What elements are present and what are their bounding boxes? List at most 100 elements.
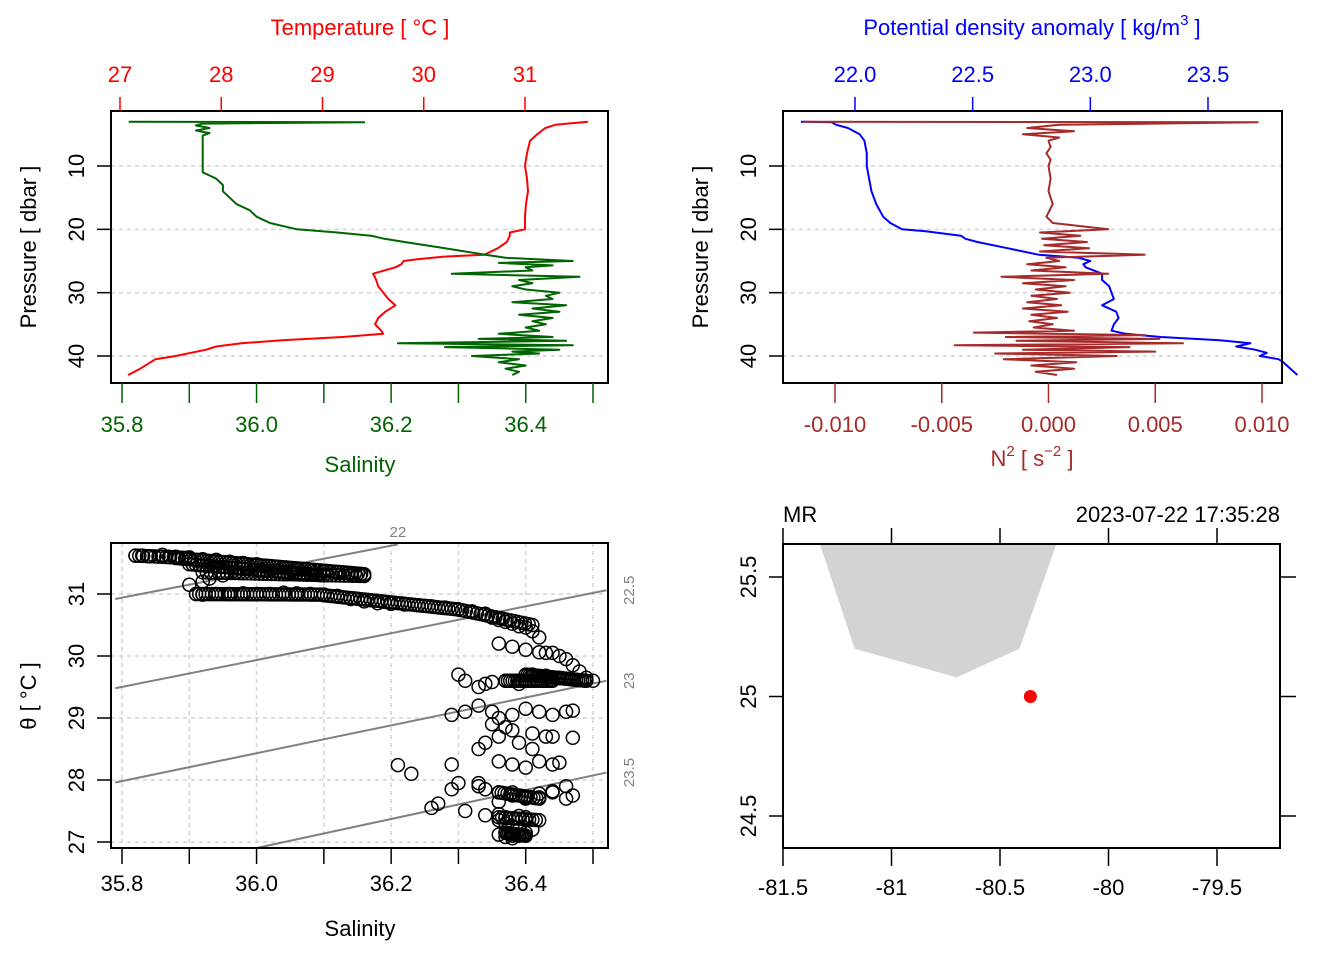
- ts-point: [505, 757, 520, 772]
- ts-point: [545, 673, 560, 689]
- ts-point: [324, 568, 340, 583]
- ts-point: [139, 548, 155, 564]
- ts-point: [444, 782, 459, 797]
- p3-x-tick-label: 35.8: [101, 871, 144, 896]
- ts-point: [356, 568, 372, 584]
- p2-series-potential-density-anomaly: [800, 120, 1299, 376]
- p2-y-tick-label: 20: [736, 217, 761, 241]
- ts-point: [243, 566, 259, 581]
- p4-axes: -81.5 -81 -80.5 -80 -79.5 24.5 25 25.5: [736, 528, 1296, 900]
- p4-x-tick-label: -80: [1093, 875, 1125, 900]
- map-title-right: 2023-07-22 17:35:28: [1076, 502, 1280, 527]
- ts-point: [491, 729, 507, 744]
- ts-point: [545, 645, 560, 661]
- ts-point: [348, 568, 364, 584]
- p4-content: [819, 544, 1057, 703]
- ts-point: [565, 703, 581, 718]
- ts-point: [316, 567, 332, 583]
- p2-bottom-tick-label: 0.010: [1234, 412, 1289, 437]
- p3-frame: [110, 542, 609, 849]
- ts-point: [260, 566, 275, 582]
- p3-axes: 35.8 36.0 36.2 36.4 27 28 29 30 31: [64, 582, 594, 896]
- ts-point: [471, 698, 486, 713]
- ts-point: [247, 566, 263, 581]
- p1-bottom-tick-label: 36.0: [235, 412, 278, 437]
- p4-x-tick-label: -81.5: [758, 875, 808, 900]
- ts-point: [491, 636, 507, 651]
- p3-x-tick-label: 36.4: [504, 871, 547, 896]
- p1-y-tick-label: 30: [64, 280, 89, 304]
- p1-axes: 27 28 29 30 31 35.8 36.0 36.2 36.4 10 20 30 40: [64, 62, 594, 437]
- ts-point: [344, 568, 360, 583]
- ts-point: [552, 648, 567, 664]
- ts-point: [491, 754, 507, 769]
- p1-bottom-tick-label: 36.4: [504, 412, 547, 437]
- p2-series: [800, 120, 1299, 376]
- ts-point: [151, 549, 166, 564]
- ts-profile-panel: 27 28 29 30 31 35.8 36.0 36.2 36.4 10 20 30 40 Tempe…: [16, 15, 609, 477]
- ts-point: [545, 729, 560, 744]
- p3-y-tick-label: 31: [64, 582, 89, 606]
- ts-point: [195, 565, 210, 580]
- ts-point: [444, 757, 459, 772]
- ts-point: [268, 566, 283, 582]
- ts-point: [223, 565, 239, 581]
- ts-point: [182, 577, 197, 592]
- ts-point: [505, 723, 520, 738]
- ts-point: [239, 566, 255, 581]
- ts-point: [276, 566, 291, 582]
- p2-top-tick-label: 22.0: [834, 62, 877, 87]
- ts-point: [207, 565, 223, 580]
- ts-point: [231, 565, 247, 581]
- ts-point: [531, 791, 547, 806]
- isopycnal-line: [256, 771, 607, 849]
- ts-point: [579, 673, 594, 689]
- p2-y-tick-label: 10: [736, 154, 761, 178]
- ts-point: [227, 565, 243, 581]
- ts-point: [471, 741, 486, 757]
- ts-point: [518, 642, 533, 658]
- p2-bottom-title-end: ]: [1061, 446, 1073, 471]
- ts-point: [538, 645, 554, 661]
- ts-point: [264, 566, 279, 582]
- ts-point: [484, 716, 500, 732]
- ts-point: [565, 730, 581, 746]
- p2-top-title-sup: 3: [1180, 12, 1188, 29]
- ts-point: [215, 565, 231, 581]
- ts-point: [128, 548, 143, 563]
- ts-point: [296, 567, 311, 582]
- p3-y-axis-title: θ [ °C ]: [16, 662, 41, 729]
- p1-top-tick-label: 27: [108, 62, 132, 87]
- ts-point: [558, 791, 574, 806]
- ts-point: [558, 704, 574, 720]
- ts-point: [518, 828, 533, 844]
- ts-point: [132, 548, 147, 563]
- p3-y-tick-label: 29: [64, 706, 89, 730]
- ts-point: [471, 679, 486, 695]
- p1-series-salinity: [128, 120, 581, 376]
- density-n2-panel: 22.0 22.5 23.0 23.5 -0.010 -0.005 0.000 0.005 0.…: [688, 12, 1299, 471]
- p2-top-title-main: Potential density anomaly [ kg/m: [863, 15, 1180, 40]
- ts-point: [565, 788, 581, 803]
- p1-top-axis-title: Temperature [ °C ]: [271, 15, 450, 40]
- p2-bottom-title-mid: [ s: [1015, 446, 1044, 471]
- p4-x-tick-label: -81: [876, 875, 908, 900]
- p1-gridlines: [111, 165, 608, 357]
- ts-point: [531, 754, 547, 769]
- ts-point: [332, 568, 348, 583]
- ts-point: [531, 630, 547, 645]
- ts-point: [518, 760, 533, 775]
- p2-top-axis-title: Potential density anomaly [ kg/m3 ]: [863, 12, 1200, 40]
- p1-top-tick-label: 29: [310, 62, 334, 87]
- ts-point: [545, 783, 560, 799]
- p2-y-tick-label: 40: [736, 344, 761, 368]
- p2-y-tick-label: 30: [736, 280, 761, 304]
- ts-point: [424, 800, 439, 816]
- ts-point: [457, 704, 473, 720]
- ts-point: [199, 565, 215, 580]
- p3-point-group: [128, 547, 601, 846]
- ts-point: [336, 568, 352, 583]
- p2-axes: 22.0 22.5 23.0 23.5 -0.010 -0.005 0.000 0.005 0.…: [736, 62, 1290, 437]
- ts-point: [518, 701, 533, 716]
